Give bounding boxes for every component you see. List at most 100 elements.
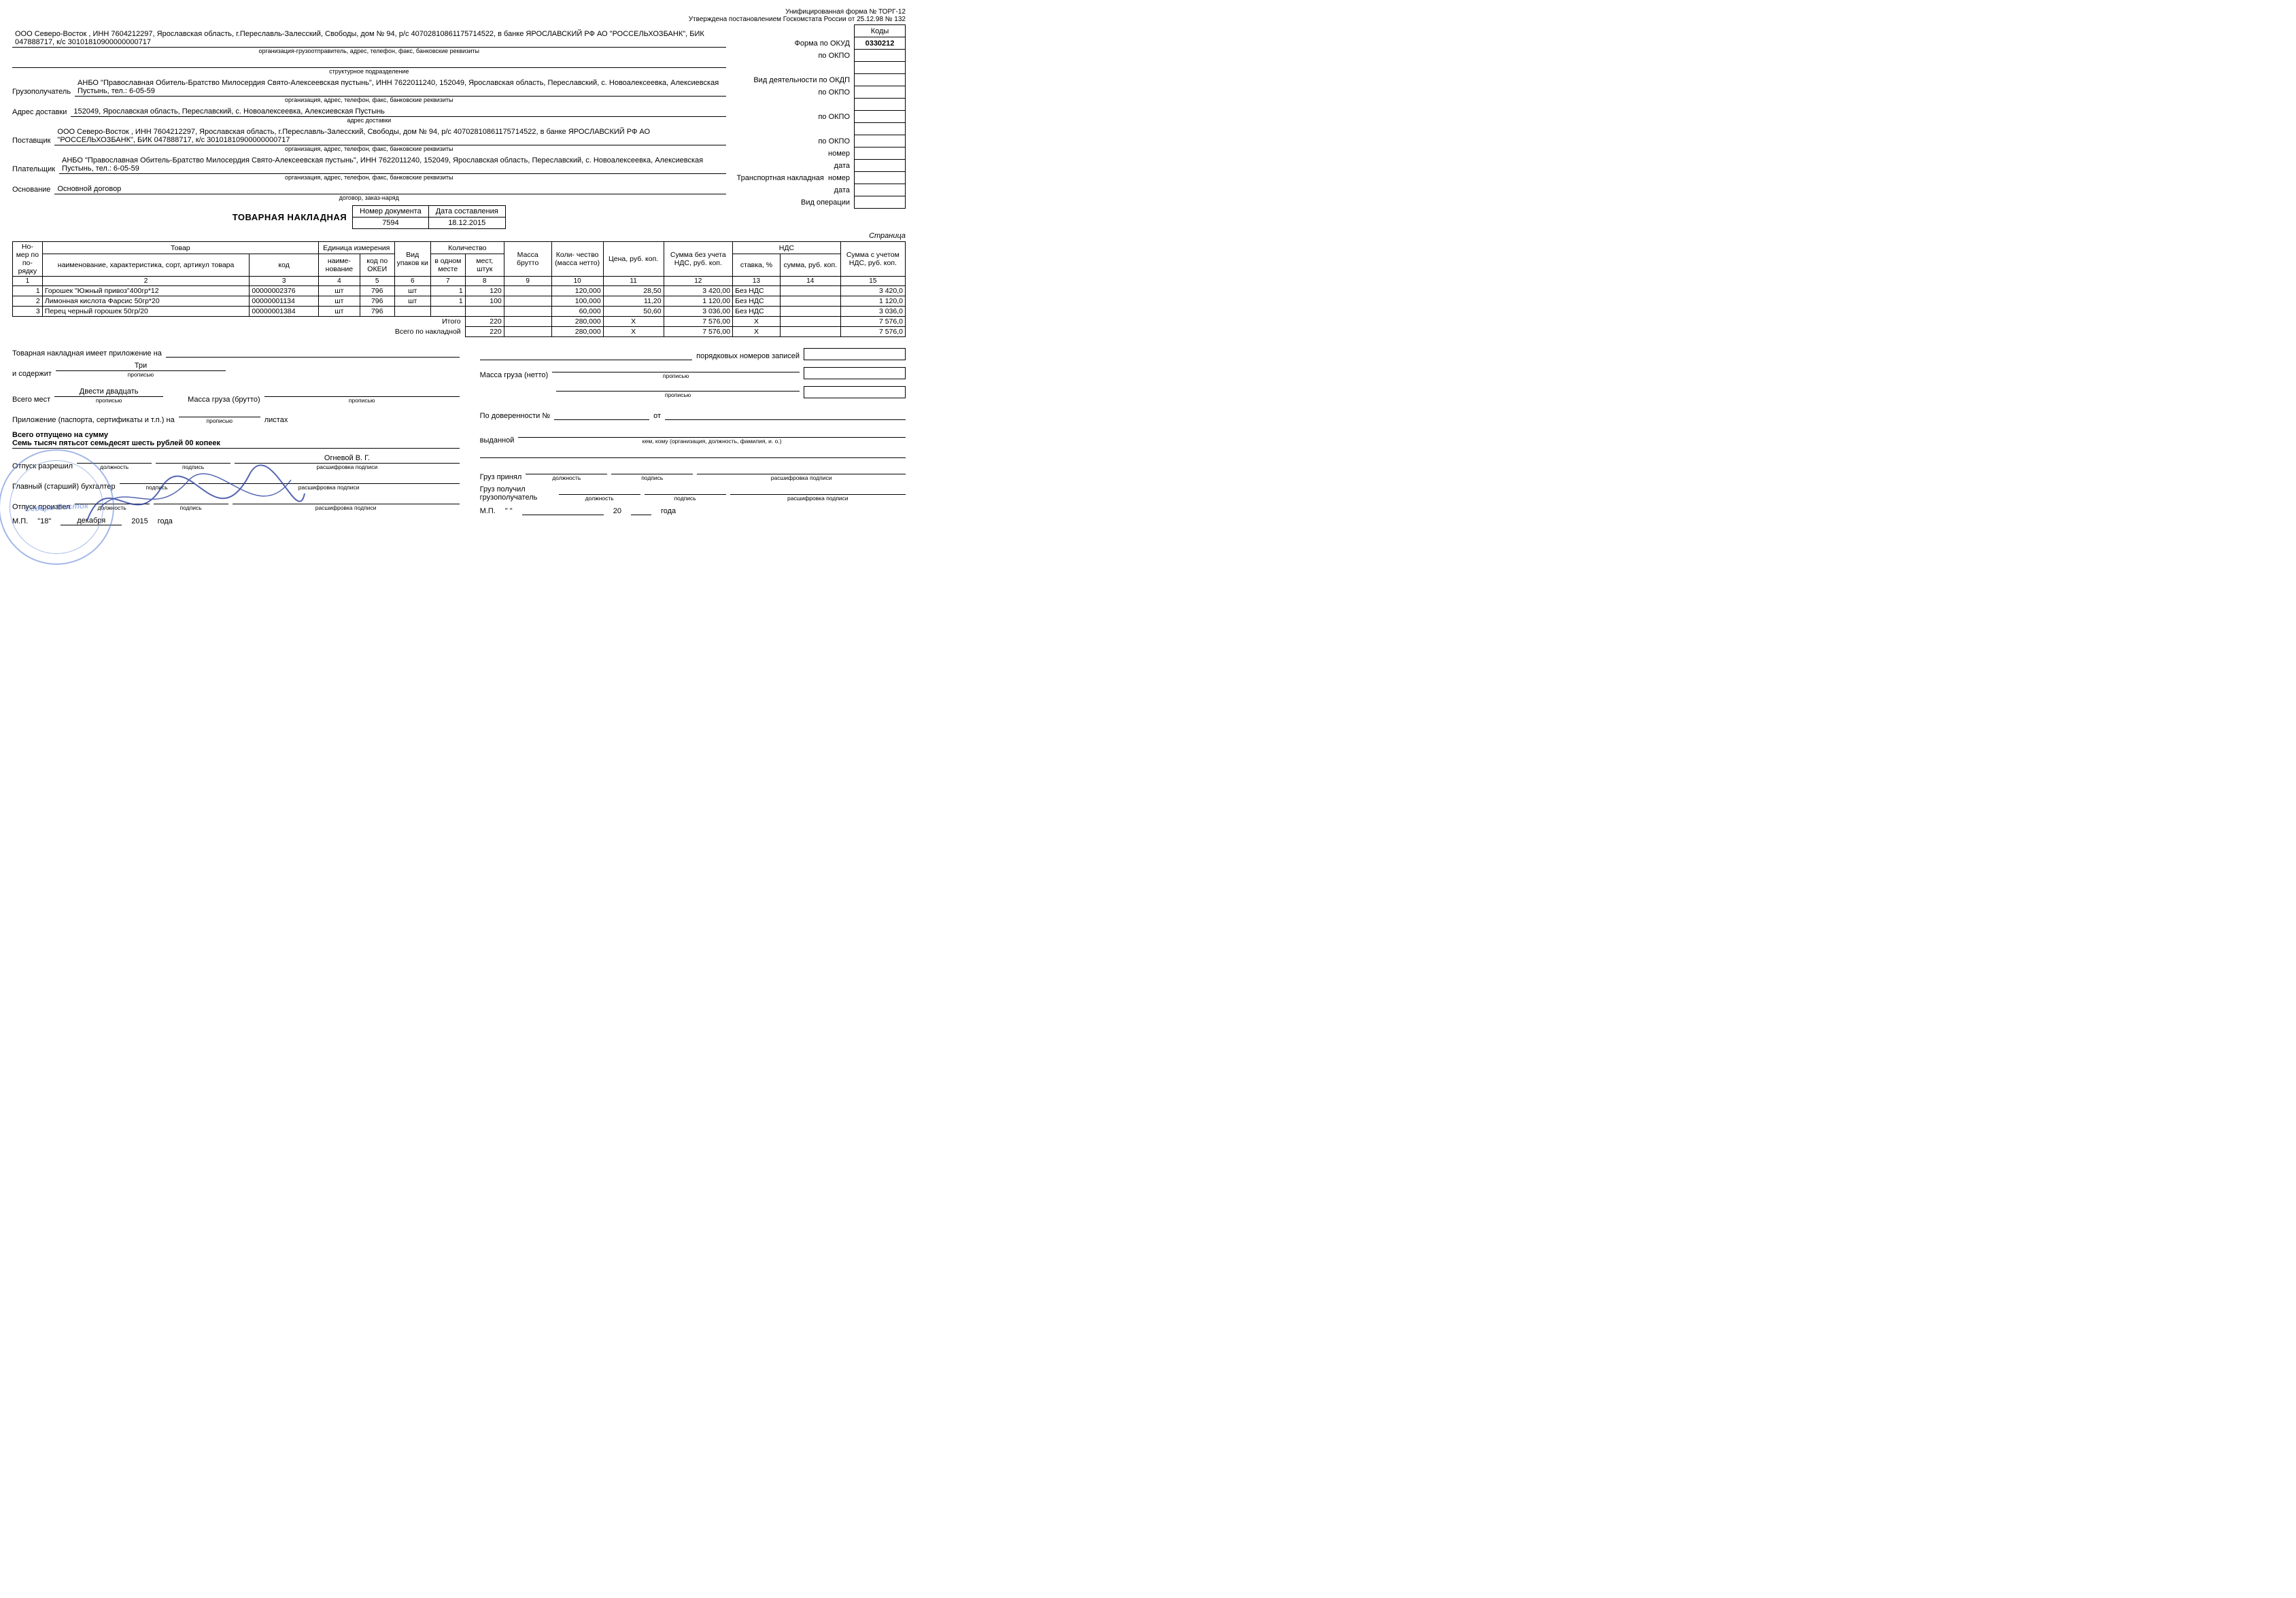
h-c13: ставка, %: [733, 254, 781, 277]
date-year: 2015: [131, 517, 148, 525]
table-cell: 00000001134: [250, 296, 319, 307]
footer-left: Товарная накладная имеет приложение на и…: [12, 344, 460, 525]
table-cell: 120: [465, 286, 504, 296]
table-cell: [430, 307, 465, 317]
table-cell: 3 036,00: [664, 307, 733, 317]
gpo-podpis: [645, 485, 726, 495]
supplier-label: Поставщик: [12, 137, 54, 145]
h-c2: наименование, характеристика, сорт, арти…: [42, 254, 250, 277]
date-month: декабря: [61, 517, 122, 525]
supplier-value: ООО Северо-Восток , ИНН 7604212297, Ярос…: [54, 128, 725, 145]
hn-12: 12: [664, 277, 733, 286]
table-cell: 796: [360, 307, 394, 317]
consignee-label: Грузополучатель: [12, 88, 75, 97]
records-ul: [480, 351, 693, 360]
table-cell: шт: [318, 286, 360, 296]
table-cell: 28,50: [603, 286, 664, 296]
okdp-val: [855, 74, 906, 86]
mass-gross-val: [264, 387, 460, 397]
mp-right: М.П.: [480, 507, 496, 515]
h-c11: Цена, руб. коп.: [603, 242, 664, 277]
otpusk-razr-label: Отпуск разрешил: [12, 462, 73, 470]
table-cell: 00000001384: [250, 307, 319, 317]
struct-sub: структурное подразделение: [12, 68, 841, 75]
gp-podpis: [611, 465, 693, 474]
table-cell: [780, 286, 840, 296]
vsego-label: Всего по накладной: [13, 327, 466, 337]
table-cell: 3: [13, 307, 43, 317]
table-cell: [394, 307, 430, 317]
page-label: Страница: [12, 232, 906, 240]
h-c4g: Единица измерения: [318, 242, 394, 254]
hn-14: 14: [780, 277, 840, 286]
vsego-sum: 7 576,00: [664, 327, 733, 337]
side-data-1: дата: [733, 160, 855, 172]
table-cell: [504, 296, 551, 307]
records-text: порядковых номеров записей: [696, 352, 800, 360]
mass-gross-val-r: [556, 382, 800, 392]
gb-podpis: [120, 474, 194, 484]
dover-date: [665, 411, 906, 420]
vsego-mest-label: Всего мест: [12, 396, 50, 404]
table-cell: [780, 307, 840, 317]
vsego-mest-val: Двести двадцать: [54, 387, 163, 397]
dover-num: [554, 411, 649, 420]
vsego-total: 7 576,0: [840, 327, 905, 337]
gruz-prin-label: Груз принял: [480, 473, 522, 481]
table-cell: [504, 286, 551, 296]
deliv-sub: адрес доставки: [12, 117, 841, 124]
vsego-price: Х: [603, 327, 664, 337]
items-table: Но- мер по по- рядку Товар Единица измер…: [12, 241, 906, 337]
struct-value: [12, 58, 726, 68]
supplier-sub: организация, адрес, телефон, факс, банко…: [12, 145, 841, 152]
side-nomer-1: номер: [733, 147, 855, 160]
op-dolzh: [75, 495, 150, 504]
hn-5: 5: [360, 277, 394, 286]
r-date-year: 20: [613, 507, 621, 515]
table-cell: 2: [13, 296, 43, 307]
table-cell: 796: [360, 296, 394, 307]
doc-date: 18.12.2015: [428, 218, 505, 229]
or-dolzh: [77, 454, 152, 464]
table-row: 3Перец черный горошек 50гр/2000000001384…: [13, 307, 906, 317]
goda-right: года: [661, 507, 676, 515]
okpo-val-2: [855, 86, 906, 99]
gp-rassh: [697, 465, 906, 474]
side-vidop-val: [855, 196, 906, 209]
gpo-rassh: [730, 485, 906, 495]
table-cell: [465, 307, 504, 317]
h-c14: сумма, руб. коп.: [780, 254, 840, 277]
h-c13g: НДС: [733, 242, 841, 254]
itogo-gross: [504, 317, 551, 327]
okdp-label: Вид деятельности по ОКДП: [733, 74, 855, 86]
itogo-places: 220: [465, 317, 504, 327]
h-c7g: Количество: [430, 242, 504, 254]
doc-date-head: Дата составления: [428, 206, 505, 218]
side-nomer-val-2: [855, 172, 906, 184]
vsego-vat-sum: [780, 327, 840, 337]
table-cell: 3 420,0: [840, 286, 905, 296]
hn-1: 1: [13, 277, 43, 286]
hn-3: 3: [250, 277, 319, 286]
ot-label: от: [653, 412, 661, 420]
table-cell: Без НДС: [733, 307, 781, 317]
side-vidop: Вид операции: [733, 196, 855, 209]
okpo-val-4: [855, 135, 906, 147]
h-c9: Масса брутто: [504, 242, 551, 277]
main-block: ООО Северо-Восток , ИНН 7604212297, Ярос…: [12, 30, 841, 229]
table-row: 1Горошек "Южный привоз"400гр*12000000023…: [13, 286, 906, 296]
okpo-blank2: [855, 99, 906, 111]
table-cell: Без НДС: [733, 286, 781, 296]
h-c8: мест, штук: [465, 254, 504, 277]
itogo-vat-sum: [780, 317, 840, 327]
vsego-gross: [504, 327, 551, 337]
deliv-value: 152049, Ярославская область, Переславски…: [71, 107, 725, 117]
table-cell: 00000002376: [250, 286, 319, 296]
table-cell: Без НДС: [733, 296, 781, 307]
table-row: 2Лимонная кислота Фарсис 50гр*2000000001…: [13, 296, 906, 307]
contains-sub: прописью: [56, 371, 226, 378]
vsego-places: 220: [465, 327, 504, 337]
doc-title-row: ТОВАРНАЯ НАКЛАДНАЯ Номер документа Дата …: [12, 205, 726, 229]
doc-title: ТОВАРНАЯ НАКЛАДНАЯ: [233, 212, 347, 222]
glavbuh-label: Главный (старший) бухгалтер: [12, 483, 116, 491]
